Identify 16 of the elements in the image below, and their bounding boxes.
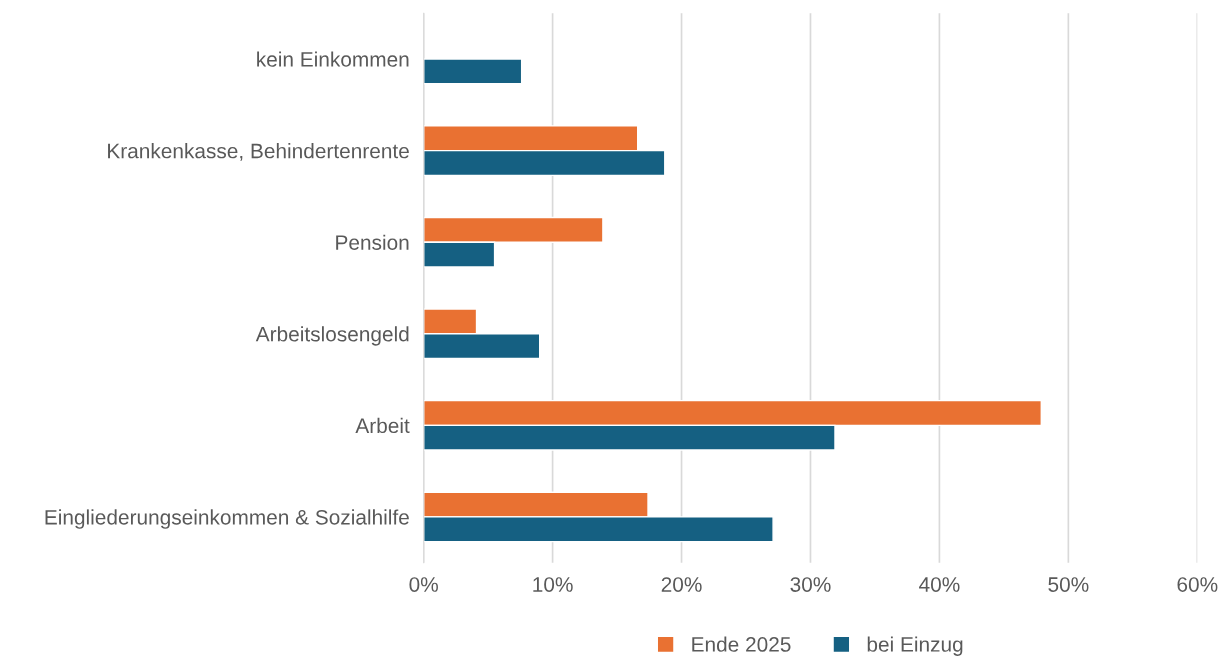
legend-label: bei Einzug xyxy=(867,636,963,656)
x-tick-label: 10% xyxy=(533,577,573,592)
x-tick-label: 30% xyxy=(790,577,831,592)
x-tick-label: 40% xyxy=(919,577,960,592)
y-tick-label: kein Einkommen xyxy=(257,51,409,67)
y-tick-label: Eingliederungseinkommen & Sozialhilfe xyxy=(45,509,409,529)
x-tick-label: 60% xyxy=(1177,577,1218,592)
legend-label: Ende 2025 xyxy=(692,636,791,652)
x-tick-label: 50% xyxy=(1048,577,1089,592)
bar xyxy=(423,58,523,85)
x-tick-label: 20% xyxy=(661,577,702,592)
y-tick-label: Pension xyxy=(336,234,409,250)
x-tick-label: 0% xyxy=(409,577,438,592)
y-tick-label: Arbeit xyxy=(355,417,410,434)
y-tick-label: Arbeitslosengeld xyxy=(255,326,409,346)
y-tick-label: Krankenkasse, Behindertenrente xyxy=(108,143,409,161)
